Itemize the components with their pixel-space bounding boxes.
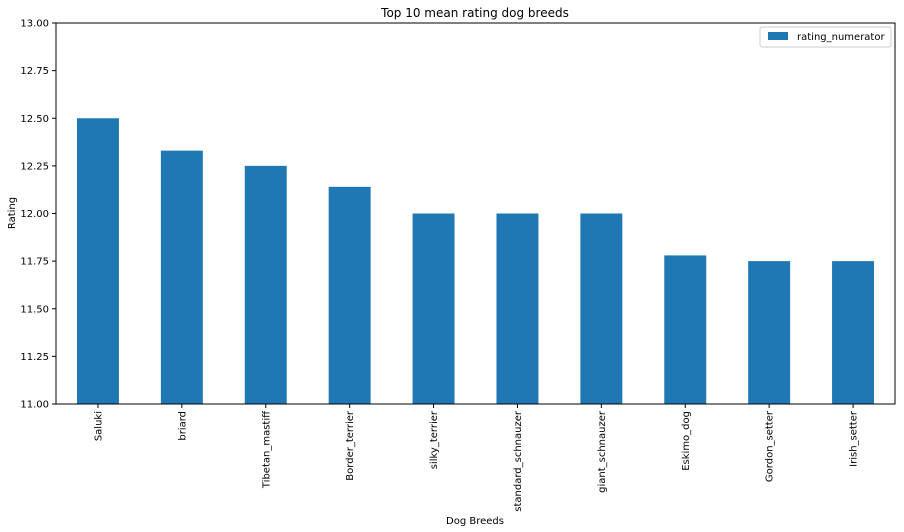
x-tick-label: giant_schnauzer <box>597 410 608 493</box>
y-axis: 11.00 11.25 11.50 11.75 12.00 12.25 12.50 12.75… <box>20 19 56 411</box>
bar-giant-schnauzer <box>580 213 623 404</box>
bar-irish-setter <box>832 261 875 404</box>
bar-silky-terrier <box>412 213 455 404</box>
bar-tibetan-mastiff <box>244 165 287 404</box>
plot-area <box>55 22 896 405</box>
bar-eskimo-dog <box>664 255 707 404</box>
y-tick-label: 12.00 <box>20 209 49 220</box>
x-tick-label: Gordon_setter <box>765 410 776 482</box>
x-tick-label: Irish_setter <box>849 410 860 467</box>
y-tick-label: 12.50 <box>20 114 49 125</box>
y-tick-label: 13.00 <box>20 19 49 30</box>
legend-label: rating_numerator <box>797 32 885 43</box>
bar-saluki <box>76 118 119 404</box>
y-axis-title: Rating <box>7 197 18 229</box>
x-axis: Saluki briard Tibetan_mastiff Border_terrie… <box>93 404 860 512</box>
bar-standard-schnauzer <box>496 213 539 404</box>
y-tick-label: 11.00 <box>20 400 49 411</box>
x-tick-label: briard <box>177 411 188 441</box>
bar-border-terrier <box>328 186 371 404</box>
x-tick-label: Tibetan_mastiff <box>261 410 272 489</box>
y-tick-label: 12.25 <box>20 161 49 172</box>
chart-title: Top 10 mean rating dog breeds <box>380 6 569 20</box>
x-tick-label: Eskimo_dog <box>681 411 692 471</box>
x-tick-label: standard_schnauzer <box>513 410 524 512</box>
legend-box <box>759 26 892 48</box>
y-tick-label: 11.25 <box>20 352 49 363</box>
y-tick-label: 11.50 <box>20 304 49 315</box>
x-tick-label: Saluki <box>93 411 104 441</box>
legend: rating_numerator <box>759 26 892 48</box>
x-tick-label: silky_terrier <box>429 410 440 469</box>
legend-swatch <box>768 32 788 40</box>
y-tick-label: 11.75 <box>20 257 49 268</box>
bar-briard <box>160 150 203 404</box>
y-tick-label: 12.75 <box>20 66 49 77</box>
x-axis-title: Dog Breeds <box>446 516 504 527</box>
bar-gordon-setter <box>748 261 791 404</box>
x-tick-label: Border_terrier <box>345 410 356 481</box>
